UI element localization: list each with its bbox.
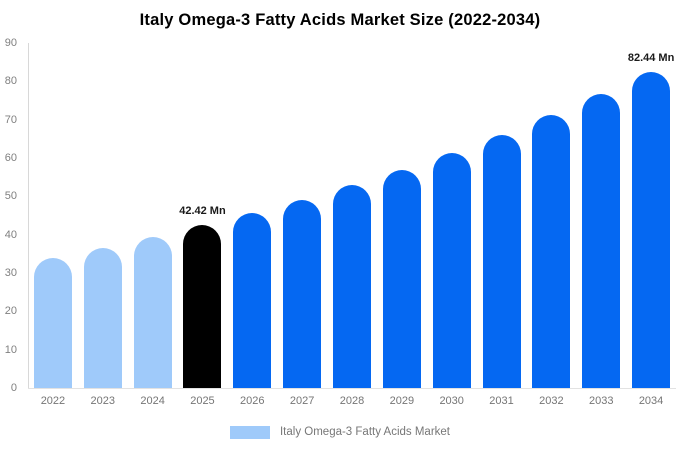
- bar-2031: [482, 134, 521, 388]
- bar-2024: [133, 236, 172, 388]
- bar-2032: [532, 115, 571, 388]
- x-label-2032: 2032: [539, 395, 564, 407]
- y-axis-line: [28, 43, 29, 388]
- x-label-2030: 2030: [439, 395, 464, 407]
- legend: Italy Omega-3 Fatty Acids Market: [0, 424, 680, 440]
- x-label-2028: 2028: [339, 395, 365, 407]
- x-label-2029: 2029: [389, 395, 415, 407]
- bar-2026: [233, 212, 272, 388]
- chart-title: Italy Omega-3 Fatty Acids Market Size (2…: [139, 11, 541, 29]
- y-tick-40: 40: [4, 228, 17, 241]
- legend-label: Italy Omega-3 Fatty Acids Market: [279, 426, 450, 438]
- y-tick-20: 20: [4, 305, 17, 318]
- x-label-2023: 2023: [90, 395, 115, 407]
- bar-2022: [33, 257, 72, 388]
- x-label-2033: 2033: [588, 395, 614, 407]
- x-label-2027: 2027: [289, 395, 315, 407]
- x-label-2026: 2026: [240, 395, 265, 407]
- x-label-2031: 2031: [489, 395, 514, 407]
- y-tick-0: 0: [10, 382, 17, 394]
- bar-2025: [183, 225, 222, 388]
- x-label-2022: 2022: [40, 395, 66, 407]
- bar-2033: [582, 94, 621, 388]
- x-label-2024: 2024: [140, 395, 165, 407]
- x-label-2034: 2034: [638, 395, 664, 407]
- plot-area: 2022 2023 2024 2025 2026 2027 2028 2029 2030 2031…: [28, 43, 676, 407]
- bar-2027: [283, 199, 322, 388]
- bar-2029: [382, 169, 421, 388]
- bar-2023: [83, 247, 122, 388]
- x-axis-line: [28, 388, 676, 389]
- y-tick-70: 70: [4, 113, 17, 126]
- x-label-2025: 2025: [190, 395, 215, 407]
- data-label-2034: 82.44 Mn: [627, 51, 675, 64]
- bar-2028: [333, 185, 371, 388]
- legend-swatch: [229, 425, 270, 439]
- bar-2034: [632, 71, 671, 388]
- y-axis: 0 10 20 30 40 50 60 70 80 90: [0, 37, 17, 394]
- bar-2030: [432, 152, 471, 388]
- y-tick-60: 60: [4, 152, 17, 164]
- y-tick-30: 30: [4, 267, 17, 279]
- y-tick-80: 80: [4, 75, 17, 88]
- y-tick-10: 10: [4, 343, 17, 356]
- data-label-2025: 42.42 Mn: [179, 205, 226, 218]
- y-tick-50: 50: [4, 190, 17, 203]
- y-tick-90: 90: [4, 37, 17, 49]
